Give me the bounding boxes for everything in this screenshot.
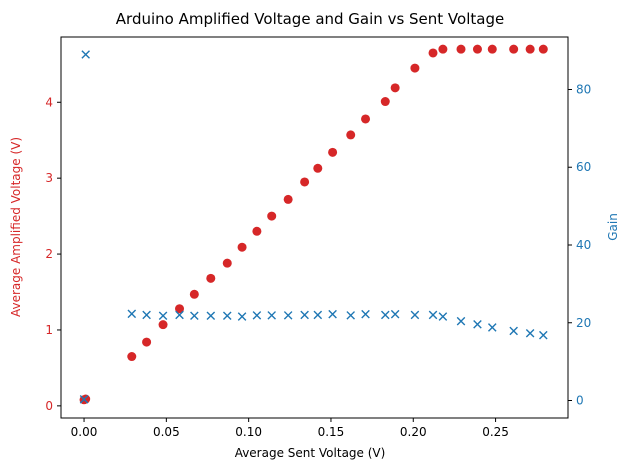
gain-point bbox=[525, 328, 535, 338]
voltage-point bbox=[237, 242, 247, 252]
x-axis: 0.00 0.05 0.10 0.15 0.20 0.25 bbox=[71, 418, 509, 439]
gain-point bbox=[283, 311, 293, 320]
gain-point bbox=[509, 326, 518, 336]
gain-point bbox=[313, 310, 323, 320]
voltage-point bbox=[538, 44, 548, 54]
voltage-point bbox=[222, 258, 232, 268]
voltage-point bbox=[158, 320, 168, 330]
y-axis-right-label: Gain bbox=[606, 213, 620, 241]
voltage-point bbox=[175, 304, 185, 314]
voltage-point bbox=[438, 44, 448, 54]
x-tick-label: 0.05 bbox=[153, 425, 180, 439]
gain-point bbox=[346, 311, 356, 320]
voltage-point bbox=[313, 163, 323, 173]
voltage-point bbox=[328, 147, 338, 157]
voltage-point bbox=[390, 83, 400, 93]
gain-point bbox=[438, 312, 448, 321]
gain-point bbox=[237, 312, 247, 321]
x-tick-label: 0.20 bbox=[400, 425, 427, 439]
voltage-point bbox=[346, 130, 356, 140]
gain-point bbox=[190, 311, 199, 321]
voltage-point bbox=[428, 48, 438, 58]
voltage-point bbox=[487, 44, 497, 54]
gain-point bbox=[361, 309, 370, 319]
chart-title: Arduino Amplified Voltage and Gain vs Se… bbox=[116, 10, 504, 28]
y-axis-left: 0 1 2 3 4 bbox=[45, 95, 61, 413]
gain-point bbox=[487, 323, 497, 332]
gain-point bbox=[410, 310, 420, 320]
voltage-point bbox=[267, 211, 277, 221]
gain-point bbox=[428, 310, 438, 320]
gain-point bbox=[473, 320, 482, 329]
gain-point bbox=[158, 311, 168, 321]
voltage-point bbox=[525, 44, 535, 54]
x-tick-label: 0.15 bbox=[318, 425, 345, 439]
voltage-point bbox=[472, 44, 482, 54]
voltage-point bbox=[283, 194, 293, 204]
y-right-tick-label: 40 bbox=[576, 238, 591, 252]
gain-point bbox=[222, 311, 232, 321]
voltage-point bbox=[81, 394, 91, 404]
voltage-point bbox=[252, 226, 262, 236]
y-left-tick-label: 1 bbox=[45, 323, 53, 337]
voltage-point bbox=[509, 44, 519, 54]
x-axis-label: Average Sent Voltage (V) bbox=[235, 446, 386, 460]
gain-point bbox=[456, 316, 466, 326]
voltage-point bbox=[127, 352, 137, 362]
gain-point bbox=[300, 310, 309, 320]
gain-point bbox=[328, 309, 337, 319]
gain-point bbox=[380, 310, 390, 320]
voltage-point bbox=[300, 177, 310, 187]
gain-point bbox=[206, 311, 216, 321]
y-right-tick-label: 0 bbox=[576, 394, 584, 408]
gain-point bbox=[175, 310, 184, 320]
y-left-tick-label: 0 bbox=[45, 399, 53, 413]
voltage-point bbox=[189, 289, 199, 299]
y-left-tick-label: 2 bbox=[45, 247, 53, 261]
y-axis-left-label: Average Amplified Voltage (V) bbox=[9, 137, 23, 317]
gain-point bbox=[142, 310, 151, 320]
gain-point bbox=[539, 330, 548, 340]
gain-point bbox=[390, 309, 400, 319]
y-right-tick-label: 20 bbox=[576, 316, 591, 330]
gain-point bbox=[81, 50, 90, 59]
gain-point bbox=[127, 309, 137, 319]
voltage-point bbox=[456, 44, 466, 54]
voltage-point bbox=[361, 114, 371, 124]
voltage-point bbox=[142, 337, 152, 347]
voltage-point bbox=[206, 273, 216, 283]
y-left-tick-label: 4 bbox=[45, 95, 53, 109]
gain-point bbox=[252, 311, 262, 320]
plot-area bbox=[60, 36, 569, 419]
gain-point bbox=[267, 311, 276, 320]
x-tick-label: 0.00 bbox=[71, 425, 98, 439]
data-marks bbox=[79, 44, 548, 405]
voltage-point bbox=[380, 97, 390, 107]
x-tick-label: 0.10 bbox=[235, 425, 262, 439]
x-tick-label: 0.25 bbox=[482, 425, 509, 439]
y-left-tick-label: 3 bbox=[45, 171, 53, 185]
y-right-tick-label: 80 bbox=[576, 82, 591, 96]
y-axis-right: 0 20 40 60 80 bbox=[568, 82, 591, 408]
gain-point bbox=[79, 395, 89, 404]
voltage-point bbox=[410, 63, 420, 73]
y-right-tick-label: 60 bbox=[576, 160, 591, 174]
